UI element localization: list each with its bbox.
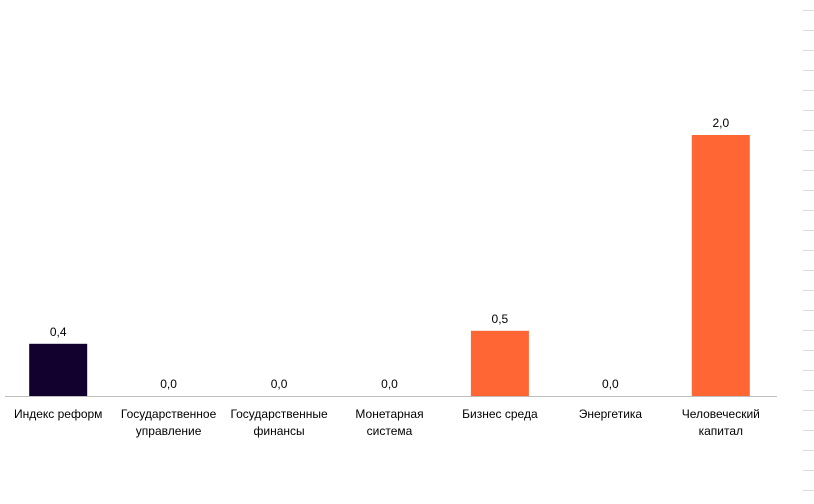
x-tick-label-5: Энергетика — [579, 407, 643, 421]
x-tick-label-2: Государственные финансы — [230, 407, 328, 438]
x-tick-label-0-line-0: Индекс реформ — [14, 407, 102, 421]
x-tick-label-1: Государственное управление — [121, 407, 217, 438]
bar-4 — [470, 330, 529, 397]
x-tick-label-3: Монетарная система — [355, 407, 423, 438]
data-label-2: 0,0 — [271, 377, 288, 391]
bar-0 — [29, 343, 88, 396]
x-tick-label-2-line-0: Государственные — [230, 407, 328, 421]
x-tick-labels: Индекс реформ Государственное управлениеГо… — [14, 407, 760, 438]
right-edge-tick-marks — [803, 10, 814, 491]
data-label-5: 0,0 — [602, 377, 619, 391]
x-tick-label-3-line-0: Монетарная — [355, 407, 423, 421]
x-tick-label-4: Бизнес среда — [462, 407, 538, 421]
data-label-1: 0,0 — [160, 377, 177, 391]
x-tick-label-6-line-0: Человеческий — [682, 407, 760, 421]
bar-6 — [691, 135, 750, 396]
data-label-0: 0,4 — [50, 325, 67, 339]
data-label-3: 0,0 — [381, 377, 398, 391]
x-tick-label-1-line-0: Государственное — [121, 407, 217, 421]
x-tick-label-0: Индекс реформ — [14, 407, 102, 421]
x-tick-label-5-line-0: Энергетика — [579, 407, 643, 421]
x-tick-label-4-line-0: Бизнес среда — [462, 407, 538, 421]
x-tick-label-3-line-1: система — [367, 424, 413, 438]
x-tick-label-6: Человеческий капитал — [682, 407, 760, 438]
x-tick-label-2-line-1: финансы — [254, 424, 305, 438]
bars — [29, 135, 750, 397]
data-labels: 0,4 0,0 0,0 0,0 0,5 0,0 2,0 — [50, 116, 730, 391]
x-tick-label-6-line-1: капитал — [699, 424, 743, 438]
data-label-4: 0,5 — [492, 312, 509, 326]
x-tick-label-1-line-1: управление — [136, 424, 202, 438]
data-label-6: 2,0 — [712, 116, 729, 130]
